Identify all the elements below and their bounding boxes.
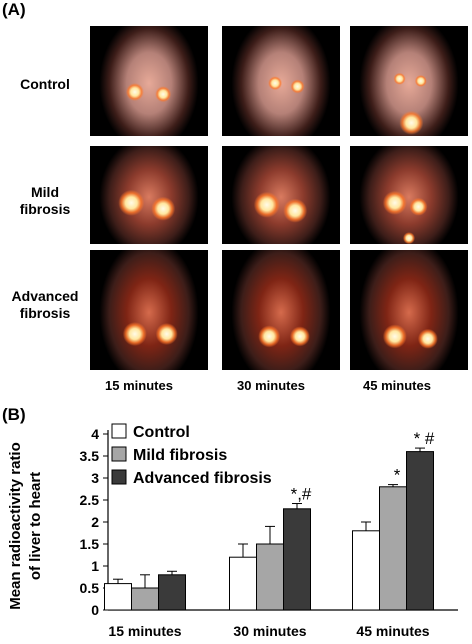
y-tick-label: 3.5 [80, 448, 100, 464]
bar [352, 530, 380, 611]
pet-scan-image [222, 26, 340, 136]
bar [158, 574, 186, 611]
y-axis-title: Mean radioactivity ratio of liver to hear… [7, 442, 44, 610]
y-tick-label: 2 [91, 514, 99, 530]
legend-swatch [111, 469, 127, 485]
x-tick-label: 30 minutes [233, 623, 306, 639]
pet-scan-image [90, 146, 208, 244]
legend-swatch [111, 446, 127, 462]
y-tick-label: 0.5 [80, 580, 100, 596]
y-tick-label: 1 [91, 558, 99, 574]
legend-label: Advanced fibrosis [133, 470, 272, 487]
chart-legend: Control Mild fibrosis Advanced fibrosis [111, 423, 272, 487]
y-axis-title-line: of liver to heart [27, 472, 44, 580]
panel-b-label: (B) [2, 405, 26, 424]
x-tick-label: 15 minutes [108, 623, 181, 639]
bar-chart: Mean radioactivity ratio of liver to hear… [7, 423, 458, 639]
chart-bars: 15 minutes 30 minutes 45 minutes *,# * * # [104, 429, 435, 639]
y-axis-title-line: Mean radioactivity ratio [7, 442, 24, 610]
significance-marker: *,# [291, 485, 312, 504]
pet-scan-image [350, 250, 468, 370]
pet-scan-image [222, 146, 340, 244]
pet-scan-image [350, 146, 468, 244]
y-tick-label: 2.5 [80, 492, 100, 508]
bar [104, 583, 132, 611]
pet-scan-image [222, 250, 340, 370]
y-tick-label: 0 [91, 602, 99, 618]
column-label-45-minutes: 45 minutes [363, 378, 431, 393]
significance-marker: * [394, 466, 401, 485]
column-label-30-minutes: 30 minutes [237, 378, 305, 393]
pet-scan-image [90, 26, 208, 136]
y-tick-label: 4 [91, 426, 99, 442]
bar [131, 587, 159, 611]
panel-a-label: (A) [2, 0, 26, 19]
significance-marker: * # [414, 429, 435, 448]
column-label-15-minutes: 15 minutes [105, 378, 173, 393]
pet-scan-image [350, 26, 468, 136]
y-tick-label: 1.5 [80, 536, 100, 552]
legend-swatch [111, 423, 127, 439]
bar [229, 556, 257, 611]
pet-scan-image [90, 250, 208, 370]
bar [256, 543, 284, 611]
bar [283, 508, 311, 611]
bar [379, 486, 407, 611]
legend-label: Control [133, 424, 190, 441]
y-tick-label: 3 [91, 470, 99, 486]
row-label-advanced-fibrosis: Advanced fibrosis [11, 288, 79, 321]
row-label-mild-fibrosis: Mild fibrosis [19, 184, 71, 217]
bar [406, 451, 434, 611]
x-tick-label: 45 minutes [356, 623, 429, 639]
row-label-control: Control [20, 76, 70, 92]
legend-label: Mild fibrosis [133, 447, 227, 464]
